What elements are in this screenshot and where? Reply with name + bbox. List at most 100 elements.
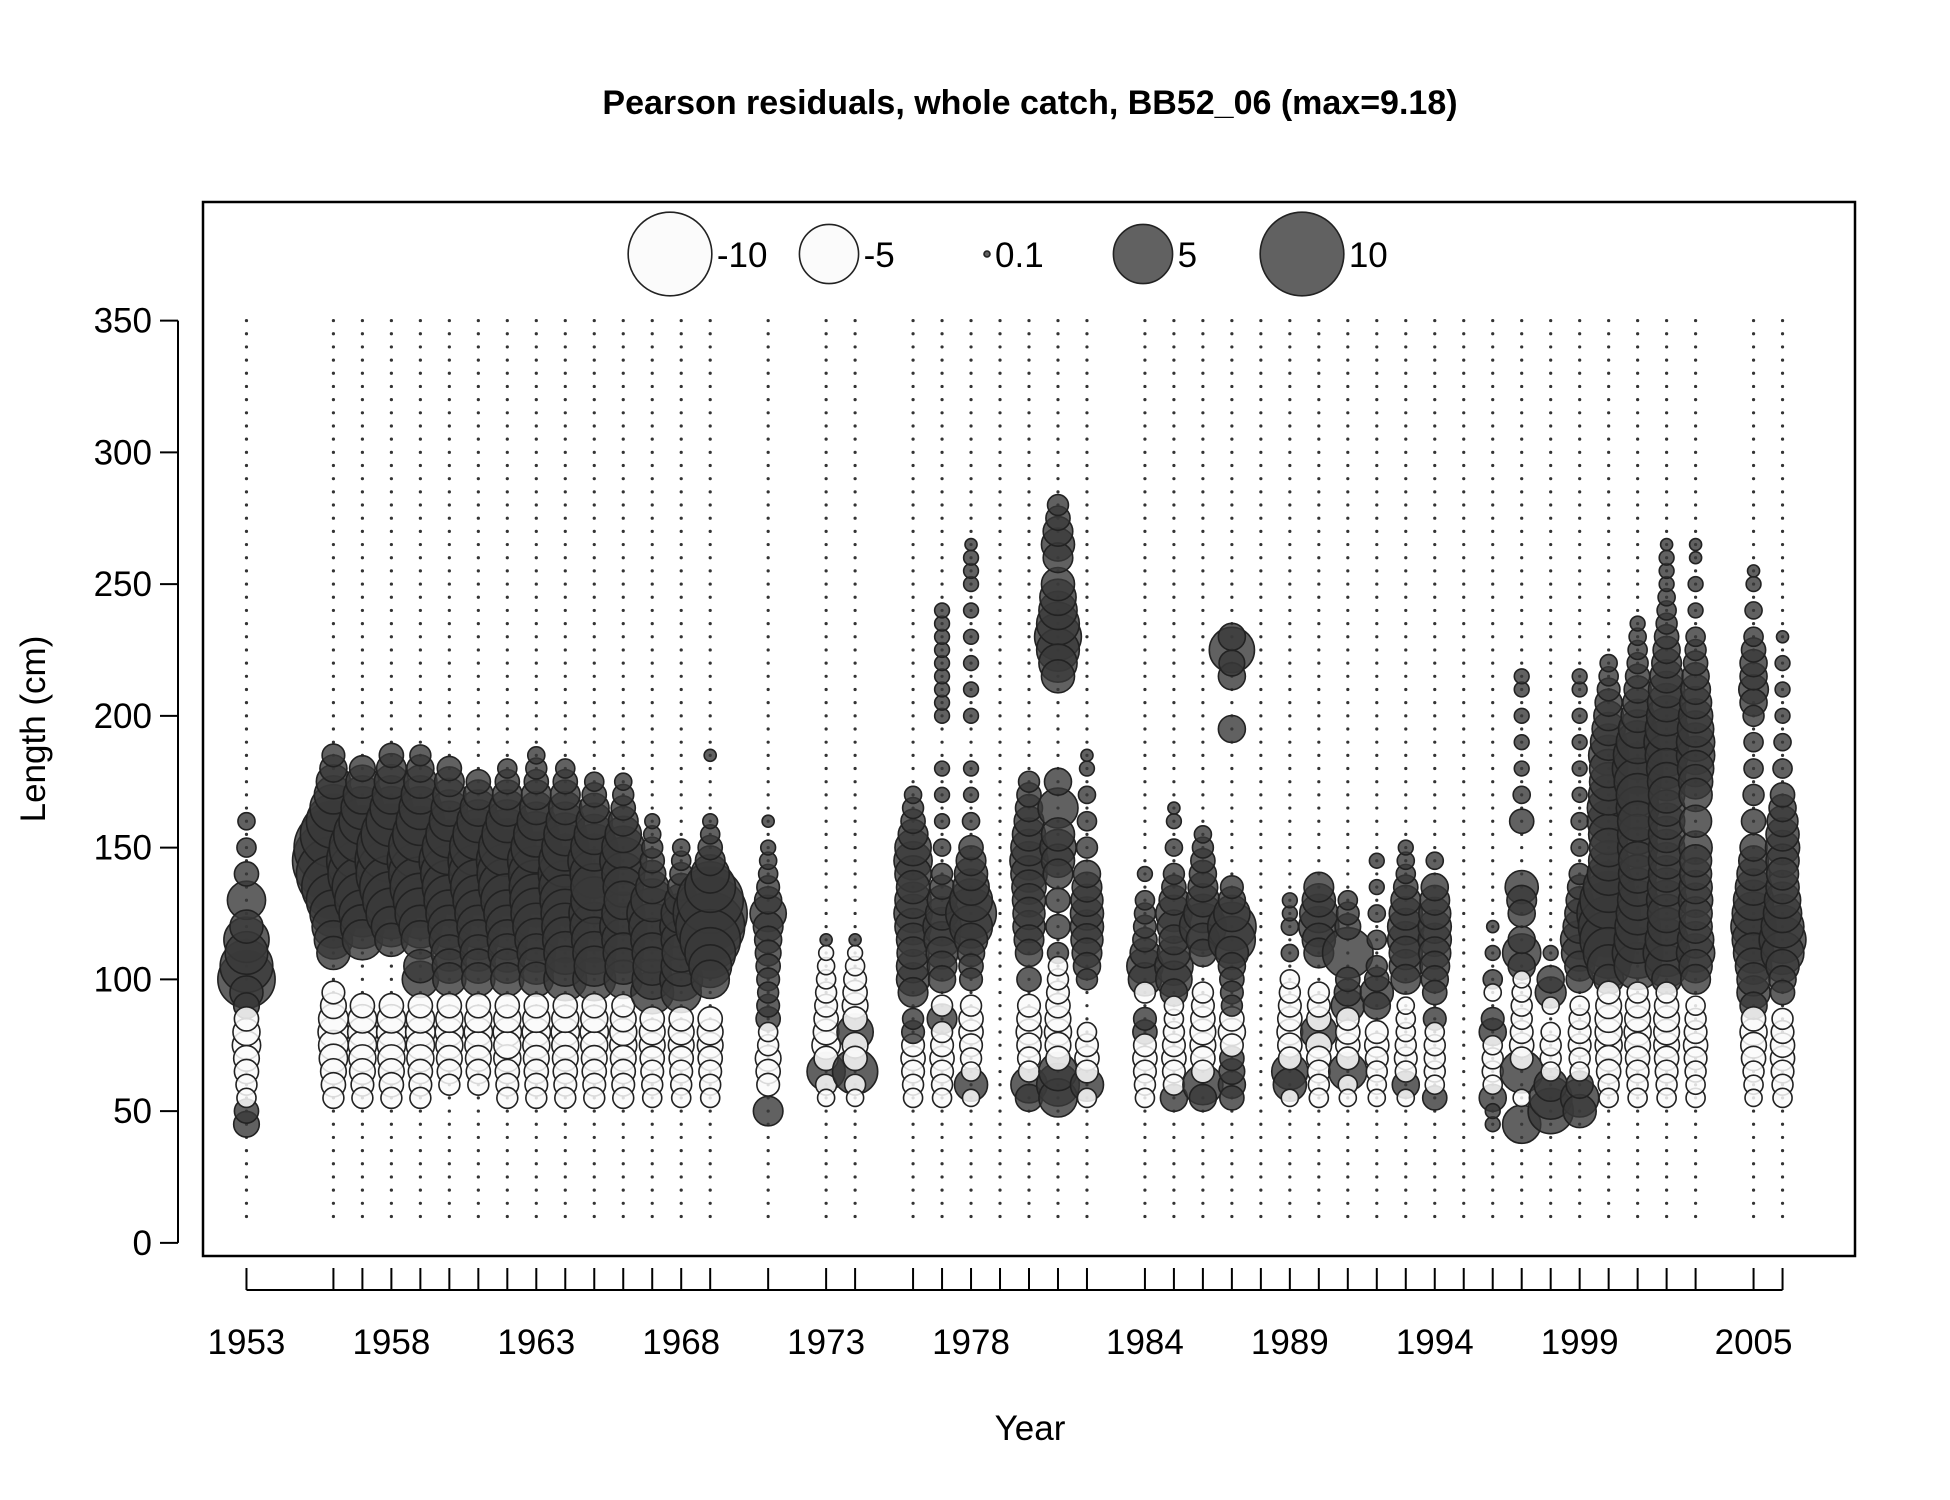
positive-residual-bubble xyxy=(1513,668,1530,685)
negative-residual-bubble xyxy=(1074,1059,1100,1084)
grid-dot xyxy=(1143,384,1147,389)
grid-dot xyxy=(244,411,249,415)
grid-dot xyxy=(563,740,567,744)
positive-residual-bubble xyxy=(233,861,260,887)
grid-dot xyxy=(911,477,915,481)
grid-dot xyxy=(1172,740,1176,744)
grid-dot xyxy=(389,371,393,375)
grid-dot xyxy=(1462,477,1466,481)
grid-dot xyxy=(447,582,451,586)
negative-residual-bubble xyxy=(581,992,608,1019)
grid-dot xyxy=(1259,701,1263,705)
positive-residual-bubble xyxy=(1045,913,1071,940)
grid-dot xyxy=(476,490,480,494)
grid-dot xyxy=(1201,411,1205,415)
negative-residual-bubble xyxy=(1685,995,1706,1017)
positive-residual-bubble xyxy=(895,869,931,905)
grid-dot xyxy=(505,384,509,389)
grid-dot xyxy=(1520,727,1524,731)
grid-dot xyxy=(824,806,828,810)
grid-dot xyxy=(1027,358,1031,362)
positive-residual-bubble xyxy=(1337,889,1359,911)
grid-dot xyxy=(1201,661,1205,665)
grid-dot xyxy=(418,608,422,613)
grid-dot xyxy=(1462,556,1466,560)
grid-dot xyxy=(1404,753,1408,757)
grid-dot xyxy=(1288,424,1292,428)
positive-residual-bubble xyxy=(962,681,980,698)
negative-residual-bubble xyxy=(1045,1045,1071,1072)
grid-dot xyxy=(1665,384,1669,389)
grid-dot xyxy=(418,727,422,731)
grid-dot xyxy=(331,687,336,692)
grid-dot xyxy=(621,727,625,731)
grid-dot xyxy=(1201,727,1205,731)
negative-residual-bubble xyxy=(1771,1007,1794,1031)
grid-dot xyxy=(1693,1175,1698,1179)
grid-dot xyxy=(650,701,654,705)
grid-dot xyxy=(621,1214,625,1219)
grid-dot xyxy=(1288,318,1292,323)
positive-residual-bubble xyxy=(933,760,951,777)
positive-residual-bubble xyxy=(1688,550,1703,565)
negative-residual-bubble xyxy=(438,1073,461,1096)
grid-dot xyxy=(853,332,857,336)
grid-dot xyxy=(1172,398,1176,402)
negative-residual-bubble xyxy=(902,1087,924,1109)
grid-dot xyxy=(418,674,422,678)
grid-dot xyxy=(1693,411,1698,415)
grid-dot xyxy=(1433,1149,1437,1153)
grid-dot xyxy=(1288,384,1292,389)
grid-dot xyxy=(998,582,1002,586)
grid-dot xyxy=(1288,556,1292,560)
grid-dot xyxy=(418,622,422,626)
grid-dot xyxy=(1491,516,1495,520)
grid-dot xyxy=(621,345,625,349)
grid-dot xyxy=(853,529,857,533)
grid-dot xyxy=(1578,648,1582,652)
grid-dot xyxy=(563,622,567,626)
grid-dot xyxy=(563,1201,567,1205)
grid-dot xyxy=(1462,503,1466,507)
grid-dot xyxy=(1375,740,1379,744)
grid-dot xyxy=(1665,1122,1669,1126)
grid-dot xyxy=(563,450,567,454)
grid-dot xyxy=(1172,318,1176,323)
grid-dot xyxy=(1404,477,1408,481)
grid-dot xyxy=(1751,424,1756,428)
grid-dot xyxy=(476,477,480,481)
grid-dot xyxy=(1056,1135,1060,1140)
grid-dot xyxy=(1375,1135,1379,1140)
grid-dot xyxy=(1201,1214,1205,1219)
grid-dot xyxy=(1462,990,1466,995)
grid-dot xyxy=(650,358,654,362)
grid-dot xyxy=(360,516,365,520)
grid-dot xyxy=(447,687,451,692)
grid-dot xyxy=(621,1135,625,1140)
grid-dot xyxy=(679,437,683,441)
grid-dot xyxy=(360,687,365,692)
grid-dot xyxy=(476,1109,480,1113)
positive-residual-bubble xyxy=(1536,965,1565,994)
grid-dot xyxy=(476,622,480,626)
grid-dot xyxy=(1230,832,1234,837)
grid-dot xyxy=(1172,503,1176,507)
grid-dot xyxy=(505,450,509,454)
grid-dot xyxy=(505,648,509,652)
grid-dot xyxy=(1607,371,1611,375)
grid-dot xyxy=(853,556,857,560)
grid-dot xyxy=(1259,1017,1263,1021)
grid-dot xyxy=(1317,371,1321,375)
grid-dot xyxy=(1288,635,1292,639)
grid-dot xyxy=(1346,463,1350,468)
grid-dot xyxy=(1143,477,1147,481)
grid-dot xyxy=(1230,477,1234,481)
grid-dot xyxy=(1491,529,1495,533)
grid-dot xyxy=(1056,1201,1060,1205)
x-tick-label: 1994 xyxy=(1396,1323,1474,1362)
grid-dot xyxy=(563,661,567,665)
grid-dot xyxy=(911,687,915,692)
grid-dot xyxy=(766,753,770,757)
grid-dot xyxy=(1346,582,1350,586)
grid-dot xyxy=(331,608,336,613)
